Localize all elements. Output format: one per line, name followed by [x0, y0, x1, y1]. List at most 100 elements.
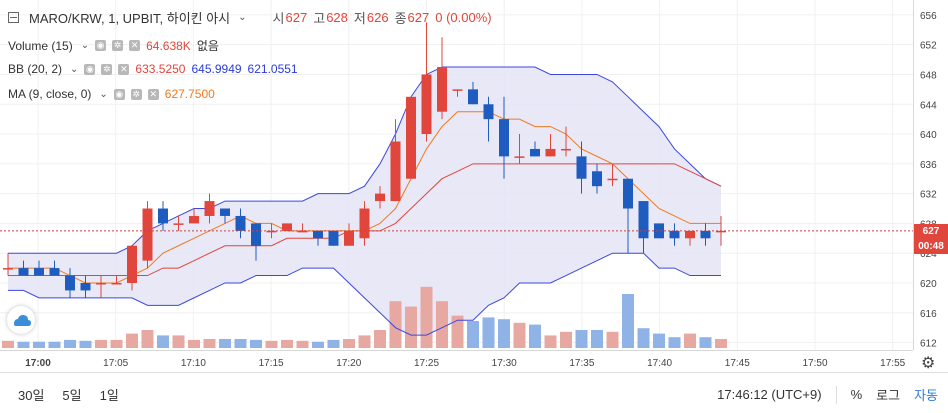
- chevron-down-icon[interactable]: ⌄: [238, 12, 247, 23]
- volume-bar: [17, 341, 30, 348]
- candle-body: [49, 268, 60, 276]
- candle-body: [716, 230, 726, 233]
- time-tick-label: 17:20: [336, 358, 361, 369]
- volume-bar: [281, 339, 293, 348]
- price-tick-label: 656: [920, 11, 937, 22]
- candle-body: [80, 282, 91, 291]
- candle-body: [375, 193, 385, 202]
- eye-icon[interactable]: ◉: [95, 40, 107, 51]
- volume-bar: [622, 294, 634, 348]
- volume-bar: [374, 330, 386, 348]
- volume-bar: [358, 335, 371, 348]
- chevron-down-icon[interactable]: ⌄: [80, 40, 90, 51]
- candle-body: [96, 282, 106, 285]
- volume-extra: 없음: [196, 39, 219, 53]
- volume-bar: [513, 322, 526, 348]
- price-tick-label: 612: [920, 339, 937, 350]
- price-chart[interactable]: [0, 0, 913, 350]
- price-tick-label: 632: [920, 190, 937, 201]
- gear-icon[interactable]: ✲: [101, 63, 113, 75]
- clock[interactable]: 17:46:12 (UTC+9): [717, 387, 822, 402]
- candle-body: [545, 148, 556, 157]
- candle-body: [483, 104, 494, 120]
- candle-body: [266, 230, 277, 233]
- gear-icon[interactable]: ✲: [130, 88, 142, 100]
- eye-icon[interactable]: ◉: [84, 63, 96, 75]
- current-price-tag: 627: [914, 223, 948, 239]
- candle-body: [561, 148, 571, 151]
- time-axis[interactable]: 17:00 17:05 17:10 17:15 17:20 17:25 17:30 17:35…: [0, 350, 935, 373]
- volume-title: Volume (15): [8, 38, 73, 53]
- candle-body: [313, 230, 323, 239]
- candle-body: [344, 230, 354, 246]
- ma-value: 627.7500: [164, 87, 215, 101]
- chart-area[interactable]: [0, 0, 913, 350]
- price-tick-label: 648: [920, 70, 937, 81]
- candle-body: [173, 223, 184, 225]
- range-30d-button[interactable]: 30일: [18, 388, 45, 403]
- settings-gear-icon[interactable]: ⚙: [921, 355, 936, 372]
- candle-body: [18, 268, 29, 276]
- candle-body: [158, 208, 168, 224]
- divider: [835, 385, 837, 404]
- price-axis[interactable]: 656652648644640636632628624620616612: [913, 0, 948, 350]
- cloud-logo-icon[interactable]: [7, 306, 35, 334]
- candle-body: [514, 156, 525, 158]
- close-icon[interactable]: ✕: [147, 88, 159, 100]
- candle-body: [189, 215, 199, 224]
- range-1d-button[interactable]: 1일: [99, 388, 119, 403]
- volume-bar: [250, 339, 262, 348]
- candle-body: [251, 223, 261, 246]
- collapse-icon[interactable]: [8, 12, 19, 23]
- symbol-legend: MARO/KRW, 1, UPBIT, 하이킨 아시 ⌄ 시 627 고 628 저…: [8, 8, 492, 27]
- countdown-tag: 00:48: [914, 238, 948, 254]
- bb-title: BB (20, 2): [8, 62, 63, 76]
- low-value: 626: [366, 10, 389, 25]
- gear-icon[interactable]: ✲: [112, 40, 124, 51]
- volume-bar: [188, 339, 200, 348]
- volume-bar: [451, 315, 464, 348]
- close-icon[interactable]: ✕: [129, 40, 141, 51]
- volume-bar: [219, 339, 231, 348]
- high-value: 628: [326, 10, 348, 25]
- percent-button[interactable]: %: [850, 387, 863, 402]
- close-icon[interactable]: ✕: [118, 63, 130, 75]
- volume-bar: [327, 339, 340, 348]
- volume-bar: [79, 340, 92, 348]
- volume-bar: [436, 301, 448, 348]
- auto-button[interactable]: 자동: [914, 388, 938, 403]
- candle-body: [654, 223, 664, 239]
- candle-body: [3, 268, 13, 270]
- candle-body: [282, 223, 292, 231]
- range-5d-button[interactable]: 5일: [62, 388, 82, 403]
- bb-middle-value: 645.9949: [191, 62, 242, 76]
- chevron-down-icon[interactable]: ⌄: [70, 63, 79, 75]
- chevron-down-icon[interactable]: ⌄: [99, 88, 108, 100]
- volume-bar: [529, 324, 541, 348]
- price-tick-label: 616: [920, 309, 937, 320]
- volume-bar: [544, 335, 557, 348]
- candle-body: [406, 96, 416, 179]
- eye-icon[interactable]: ◉: [113, 88, 125, 100]
- volume-bar: [48, 341, 61, 348]
- volume-bar: [265, 340, 278, 348]
- volume-value: 64.638K: [146, 38, 191, 53]
- ma-legend: MA (9, close, 0) ⌄ ◉ ✲ ✕ 627.7500: [8, 87, 215, 101]
- volume-bar: [560, 331, 572, 348]
- candle-body: [607, 178, 618, 181]
- high-label: 고: [313, 11, 326, 26]
- time-tick-label: 17:30: [492, 358, 517, 369]
- volume-bar: [405, 306, 417, 348]
- volume-bar: [699, 337, 712, 348]
- log-button[interactable]: 로그: [876, 388, 901, 403]
- candle-body: [142, 208, 153, 261]
- close-value: 627: [407, 10, 430, 25]
- candle-body: [235, 215, 246, 231]
- volume-bar: [606, 331, 619, 348]
- candle-body: [592, 171, 602, 187]
- candle-body: [669, 230, 680, 239]
- time-tick-label: 17:35: [569, 358, 594, 369]
- candle-body: [421, 74, 432, 135]
- volume-bar: [110, 339, 123, 348]
- volume-bar: [157, 335, 169, 348]
